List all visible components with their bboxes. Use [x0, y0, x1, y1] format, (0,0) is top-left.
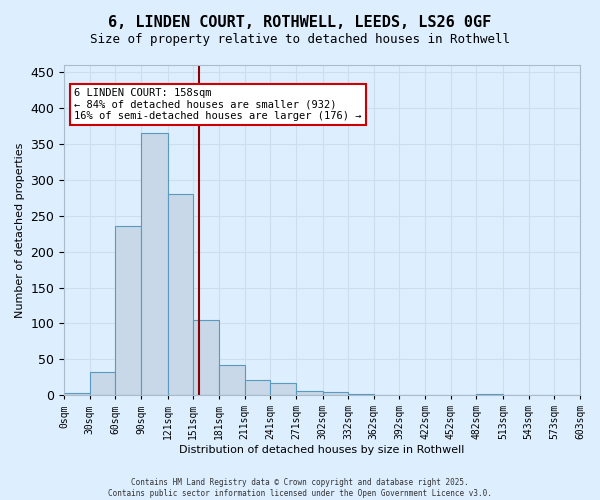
Bar	[64, 393, 90, 395]
Bar	[348, 394, 374, 395]
Text: Contains HM Land Registry data © Crown copyright and database right 2025.
Contai: Contains HM Land Registry data © Crown c…	[108, 478, 492, 498]
Y-axis label: Number of detached properties: Number of detached properties	[15, 142, 25, 318]
Bar	[193, 320, 219, 395]
Bar	[296, 391, 323, 395]
Text: Size of property relative to detached houses in Rothwell: Size of property relative to detached ho…	[90, 32, 510, 46]
Bar	[90, 372, 115, 395]
Bar	[141, 133, 167, 395]
Bar	[245, 380, 271, 395]
Bar	[115, 226, 141, 395]
Text: 6, LINDEN COURT, ROTHWELL, LEEDS, LS26 0GF: 6, LINDEN COURT, ROTHWELL, LEEDS, LS26 0…	[109, 15, 491, 30]
Bar	[476, 394, 503, 395]
X-axis label: Distribution of detached houses by size in Rothwell: Distribution of detached houses by size …	[179, 445, 465, 455]
Text: 6 LINDEN COURT: 158sqm
← 84% of detached houses are smaller (932)
16% of semi-de: 6 LINDEN COURT: 158sqm ← 84% of detached…	[74, 88, 362, 122]
Bar	[271, 383, 296, 395]
Bar	[167, 194, 193, 395]
Bar	[219, 365, 245, 395]
Bar	[323, 392, 348, 395]
